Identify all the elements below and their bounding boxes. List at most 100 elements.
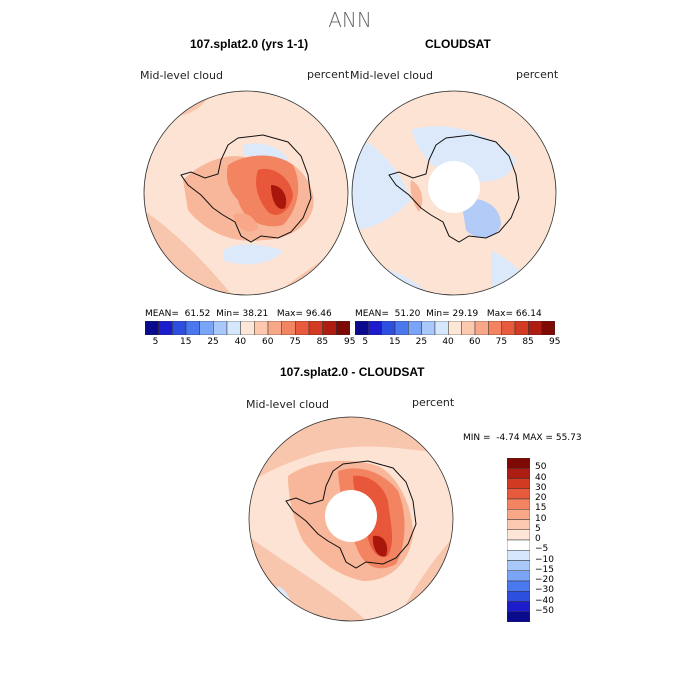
colorbar-swatch xyxy=(368,321,382,335)
colorbar-swatch xyxy=(507,458,530,469)
panel1-units-label: percent xyxy=(307,68,350,81)
panel1-stats: MEAN= 61.52 Min= 38.21 Max= 96.46 xyxy=(145,309,332,319)
colorbar-tick-label: 50 xyxy=(535,462,547,473)
colorbar-tick-label: −10 xyxy=(535,554,554,565)
field-patch xyxy=(223,244,283,265)
colorbar-tick-label: 25 xyxy=(415,337,428,347)
main-title: ANN xyxy=(328,8,372,32)
polar-hole xyxy=(325,490,377,542)
panel1-polar-map xyxy=(143,90,349,296)
panel2-title: CLOUDSAT xyxy=(425,37,491,51)
colorbar-swatch xyxy=(394,321,409,335)
colorbar-swatch xyxy=(421,321,436,335)
colorbar-tick-label: 40 xyxy=(234,337,247,347)
colorbar-swatch xyxy=(507,550,530,561)
panel1-title: 107.splat2.0 (yrs 1-1) xyxy=(190,37,309,51)
colorbar-swatch xyxy=(501,321,516,335)
colorbar-swatch xyxy=(488,321,502,335)
colorbar-swatch xyxy=(507,580,530,592)
colorbar-swatch xyxy=(185,321,200,335)
field-patch xyxy=(410,180,423,212)
colorbar-tick-label: 20 xyxy=(535,493,547,503)
field-patch xyxy=(372,535,388,557)
colorbar-tick-label: 75 xyxy=(495,337,508,347)
colorbar-tick-label: 25 xyxy=(207,337,219,347)
antarctica-coastline-icon xyxy=(180,134,312,243)
colorbar-swatch xyxy=(507,601,530,612)
colorbar-tick-label: 10 xyxy=(535,513,547,524)
colorbar-tick-label: 15 xyxy=(389,337,401,347)
colorbar-swatch xyxy=(322,321,337,335)
colorbar-tick-label: 40 xyxy=(442,337,454,347)
colorbar-swatch xyxy=(507,468,530,479)
colorbar-swatch xyxy=(507,498,530,510)
colorbar-tick-label: −5 xyxy=(535,544,549,555)
colorbar-swatch xyxy=(381,321,396,335)
colorbar-swatch xyxy=(507,529,530,541)
colorbar-swatch xyxy=(541,321,555,335)
colorbar-tick-label: 5 xyxy=(535,523,541,534)
colorbar-swatch xyxy=(528,321,542,335)
antarctica-coastline-icon xyxy=(285,460,417,569)
colorbar-swatch xyxy=(507,539,530,551)
panel3-units-label: percent xyxy=(412,396,455,409)
colorbar-swatch xyxy=(507,591,530,602)
field-patch xyxy=(271,185,287,209)
colorbar-tick-label: 60 xyxy=(469,337,481,347)
panel3-variable-label: Mid-level cloud xyxy=(246,398,329,411)
colorbar-swatch xyxy=(254,321,269,335)
colorbar-swatch xyxy=(336,321,350,335)
colorbar-swatch xyxy=(145,321,159,335)
colorbar-tick-label: 15 xyxy=(180,337,192,347)
colorbar-swatch xyxy=(507,509,530,520)
colorbar-tick-label: −15 xyxy=(535,564,554,575)
panel2-stats: MEAN= 51.20 Min= 29.19 Max= 66.14 xyxy=(355,309,542,319)
colorbar-tick-label: 85 xyxy=(316,337,329,347)
panel3-colorbar xyxy=(507,458,530,622)
colorbar-tick-label: 85 xyxy=(522,337,534,347)
field-patch xyxy=(352,130,411,230)
colorbar-swatch xyxy=(434,321,449,335)
colorbar-swatch xyxy=(172,321,187,335)
colorbar-tick-label: 40 xyxy=(535,472,547,483)
antarctica-coastline-icon xyxy=(388,134,520,243)
panel2-variable-label: Mid-level cloud xyxy=(350,69,433,82)
colorbar-swatch xyxy=(158,321,173,335)
colorbar-tick-label: 0 xyxy=(535,534,541,544)
panel3-title: 107.splat2.0 - CLOUDSAT xyxy=(280,365,425,379)
panel3-colorbar-ticks: 50 40 30 20 15 10 5 0 −5 −10 −15 −20 −30 −40 −50 xyxy=(535,458,575,622)
colorbar-swatch xyxy=(514,321,529,335)
panel3-polar-map xyxy=(248,416,454,622)
colorbar-tick-label: 75 xyxy=(289,337,301,347)
colorbar-swatch xyxy=(507,519,530,530)
colorbar-tick-label: 5 xyxy=(362,337,369,347)
colorbar-tick-label: 95 xyxy=(344,337,356,347)
colorbar-tick-label: 15 xyxy=(535,503,547,514)
field-patch xyxy=(461,198,501,238)
colorbar-swatch xyxy=(267,321,282,335)
panel2-colorbar-ticks: 5 15 25 40 60 75 85 95 xyxy=(355,337,560,349)
colorbar-tick-label: 30 xyxy=(535,482,547,493)
panel2-colorbar xyxy=(355,321,555,335)
field-patch xyxy=(249,417,453,486)
colorbar-tick-label: 95 xyxy=(549,337,561,347)
colorbar-tick-label: 60 xyxy=(262,337,274,347)
colorbar-swatch xyxy=(226,321,241,335)
polar-hole xyxy=(428,161,480,213)
colorbar-swatch xyxy=(507,611,530,622)
colorbar-tick-label: −30 xyxy=(535,585,554,596)
panel3-stats: MIN = -4.74 MAX = 55.73 xyxy=(463,433,582,443)
colorbar-swatch xyxy=(199,321,214,335)
colorbar-swatch xyxy=(213,321,228,335)
colorbar-swatch xyxy=(461,321,476,335)
colorbar-swatch xyxy=(308,321,323,335)
panel1-variable-label: Mid-level cloud xyxy=(140,69,223,82)
colorbar-swatch xyxy=(474,321,489,335)
colorbar-tick-label: −50 xyxy=(535,605,554,616)
colorbar-tick-label: −40 xyxy=(535,595,554,606)
panel2-units-label: percent xyxy=(516,68,559,81)
colorbar-swatch xyxy=(408,321,422,335)
colorbar-swatch xyxy=(355,321,369,335)
colorbar-swatch xyxy=(507,478,530,489)
panel1-colorbar-ticks: 5 15 25 40 60 75 85 95 xyxy=(145,337,356,349)
